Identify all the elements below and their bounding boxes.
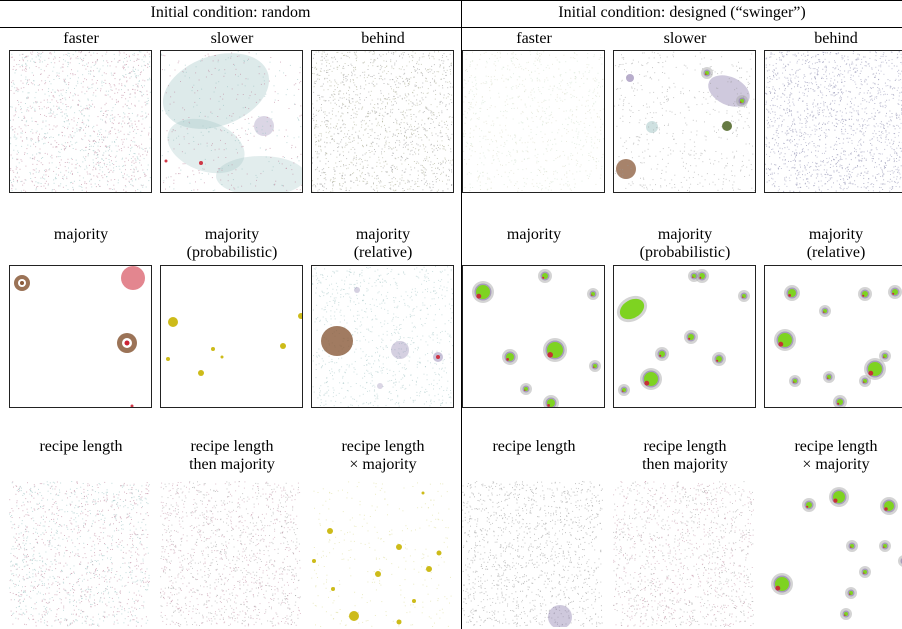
label-line-1: majority <box>204 226 260 243</box>
header-rule <box>0 27 902 28</box>
simulation-panel-r2-c1 <box>9 265 152 408</box>
simulation-panel-r2-c4 <box>462 265 605 408</box>
simulation-panel-r1-c3 <box>311 50 454 193</box>
simulation-image <box>311 481 452 627</box>
top-rule <box>0 0 902 1</box>
label-line-1: slower <box>210 30 254 47</box>
simulation-image <box>10 51 151 192</box>
panel-label-r3-c1: recipe length <box>6 438 156 456</box>
group-header-random: Initial condition: random <box>150 4 311 21</box>
label-line-1: recipe length <box>643 438 727 455</box>
label-line-2: then majority <box>189 456 275 473</box>
label-line-2: (relative) <box>806 244 866 261</box>
simulation-panel-r2-c5 <box>613 265 756 408</box>
panel-label-r2-c6: majority (relative) <box>761 226 902 262</box>
simulation-image <box>166 313 302 376</box>
simulation-panel-r1-c1 <box>9 50 152 193</box>
simulation-image <box>774 285 902 407</box>
label-line-2: (relative) <box>353 244 413 261</box>
label-line-2: (probabilistic) <box>639 244 731 261</box>
panel-label-r1-c5: slower <box>610 30 760 48</box>
label-line-1: majority <box>506 226 562 243</box>
panel-label-r2-c5: majority (probabilistic) <box>610 226 760 262</box>
simulation-image <box>765 51 902 192</box>
panel-label-r3-c6: recipe length × majority <box>761 438 902 474</box>
simulation-panel-r1-c5 <box>613 50 756 193</box>
panel-label-r3-c2: recipe length then majority <box>157 438 307 474</box>
panel-label-r3-c5: recipe length then majority <box>610 438 760 474</box>
group-divider <box>461 0 462 629</box>
simulation-image <box>614 51 755 192</box>
simulation-image <box>160 481 301 627</box>
simulation-panel-r3-c3 <box>311 481 454 629</box>
simulation-panel-r3-c6 <box>764 481 902 629</box>
label-line-1: majority <box>53 226 109 243</box>
simulation-image <box>312 266 453 407</box>
panel-label-r2-c2: majority (probabilistic) <box>157 226 307 262</box>
simulation-image <box>463 51 604 192</box>
simulation-panel-r2-c6 <box>764 265 902 408</box>
label-line-1: recipe length <box>794 438 878 455</box>
label-line-1: slower <box>663 30 707 47</box>
simulation-image <box>616 269 750 396</box>
label-line-2: then majority <box>642 456 728 473</box>
panel-label-r3-c4: recipe length <box>459 438 609 456</box>
simulation-image <box>472 269 601 407</box>
simulation-image <box>771 487 902 620</box>
simulation-image <box>161 51 302 192</box>
simulation-image <box>9 481 150 627</box>
label-line-1: majority <box>355 226 411 243</box>
label-line-1: behind <box>361 30 405 47</box>
simulation-panel-r1-c4 <box>462 50 605 193</box>
label-line-1: recipe length <box>341 438 425 455</box>
label-line-1: faster <box>516 30 552 47</box>
simulation-panel-r2-c3 <box>311 265 454 408</box>
panel-label-r2-c3: majority (relative) <box>308 226 458 262</box>
simulation-panel-r3-c4 <box>462 481 605 629</box>
simulation-image <box>613 481 754 627</box>
simulation-panel-r1-c2 <box>160 50 303 193</box>
group-header-designed: Initial condition: designed (“swinger”) <box>558 4 806 21</box>
simulation-panel-r3-c5 <box>613 481 756 629</box>
simulation-image <box>462 481 603 627</box>
label-line-1: recipe length <box>492 438 576 455</box>
simulation-image <box>312 51 453 192</box>
simulation-panel-r3-c1 <box>9 481 152 629</box>
panel-label-r1-c6: behind <box>761 30 902 48</box>
label-line-1: behind <box>814 30 858 47</box>
label-line-2: (probabilistic) <box>186 244 278 261</box>
panel-label-r1-c2: slower <box>157 30 307 48</box>
panel-label-r3-c3: recipe length × majority <box>308 438 458 474</box>
label-line-1: majority <box>808 226 864 243</box>
simulation-panel-r1-c6 <box>764 50 902 193</box>
panel-label-r1-c1: faster <box>6 30 156 48</box>
label-line-1: majority <box>657 226 713 243</box>
label-line-1: recipe length <box>39 438 123 455</box>
label-line-1: recipe length <box>190 438 274 455</box>
panel-label-r2-c1: majority <box>6 226 156 244</box>
label-line-2: × majority <box>349 456 417 473</box>
panel-label-r1-c3: behind <box>308 30 458 48</box>
simulation-image <box>14 266 145 407</box>
simulation-panel-r3-c2 <box>160 481 303 629</box>
simulation-panel-r2-c2 <box>160 265 303 408</box>
panel-label-r2-c4: majority <box>459 226 609 244</box>
label-line-2: × majority <box>802 456 870 473</box>
label-line-1: faster <box>63 30 99 47</box>
panel-label-r1-c4: faster <box>459 30 609 48</box>
